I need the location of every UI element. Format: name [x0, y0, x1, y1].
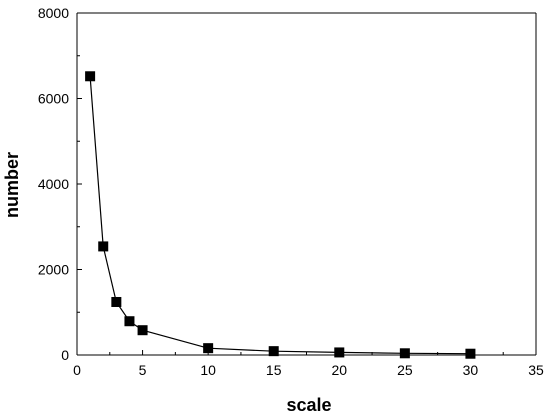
x-tick-label: 5 — [139, 362, 147, 378]
x-tick-label: 0 — [73, 362, 81, 378]
y-tick-label: 6000 — [38, 91, 69, 107]
y-tick-label: 4000 — [38, 176, 69, 192]
y-tick-label: 0 — [61, 347, 69, 363]
y-tick-label: 8000 — [38, 5, 69, 21]
x-axis-title: scale — [286, 395, 331, 415]
x-tick-label: 15 — [266, 362, 282, 378]
x-tick-label: 10 — [200, 362, 216, 378]
x-tick-label: 30 — [463, 362, 479, 378]
data-point — [98, 241, 109, 252]
data-point — [268, 346, 279, 357]
series-line — [89, 76, 471, 355]
data-point — [334, 347, 345, 358]
x-tick-label: 35 — [528, 362, 544, 378]
data-point — [111, 296, 122, 307]
axes — [76, 12, 537, 356]
ticks: 0 5 10 15 20 25 30 35 0 2000 4000 6000 8000 — [38, 5, 544, 378]
data-point — [399, 348, 410, 359]
data-point — [465, 348, 476, 359]
x-tick-label: 20 — [331, 362, 347, 378]
data-point — [203, 343, 214, 354]
data-point — [137, 325, 148, 336]
data-point — [124, 316, 135, 327]
x-tick-label: 25 — [397, 362, 413, 378]
data-point — [85, 71, 96, 82]
y-axis-title: number — [2, 152, 22, 218]
series — [85, 71, 476, 359]
y-tick-label: 2000 — [38, 262, 69, 278]
